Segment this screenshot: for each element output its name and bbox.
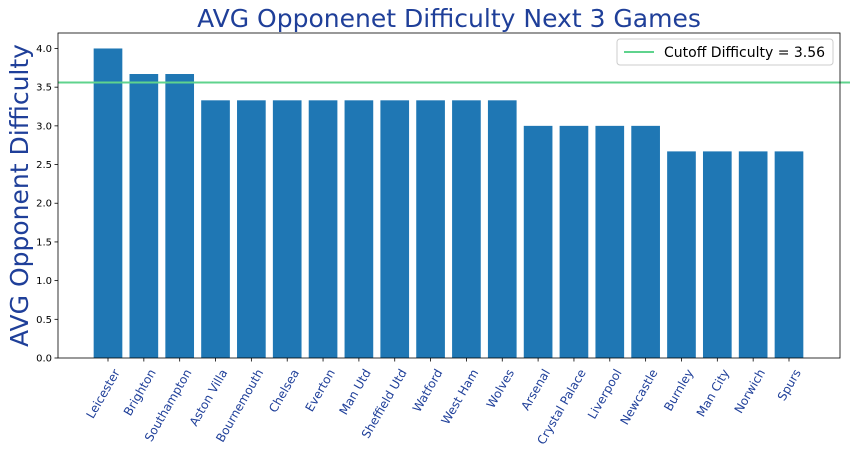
y-tick-label: 2.5: [36, 160, 52, 171]
axes-frame: [57, 32, 841, 359]
bar-everton: [308, 100, 338, 358]
legend-label: Cutoff Difficulty = 3.56: [664, 45, 825, 61]
x-tick-label: Arsenal: [518, 367, 553, 413]
y-ticks-group: 0.0 0.5 1.0 1.5 2.0 2.5 3.0 3.5 4.0: [36, 44, 58, 365]
legend: Cutoff Difficulty = 3.56: [616, 38, 834, 66]
bar-brighton: [129, 74, 159, 358]
bar-norwich: [738, 151, 768, 358]
y-tick-label: 4.0: [36, 44, 52, 55]
bar-chelsea: [272, 100, 302, 358]
y-tick-label: 0.0: [36, 354, 52, 365]
x-tick-label: Norwich: [732, 367, 768, 416]
x-tick-label: Brighton: [121, 367, 159, 418]
y-tick-label: 1.5: [36, 237, 52, 248]
y-tick-label: 2.0: [36, 199, 52, 210]
bars-group: [93, 48, 804, 358]
bar-man-city: [702, 151, 732, 358]
bar-leicester: [93, 48, 123, 358]
x-tick-label: Wolves: [484, 367, 517, 411]
bar-watford: [416, 100, 445, 358]
x-tick-label: Chelsea: [266, 367, 302, 415]
bar-wolves: [487, 100, 517, 358]
x-tick-label: Watford: [410, 367, 446, 415]
y-tick-label: 3.5: [36, 83, 52, 94]
bar-newcastle: [631, 125, 660, 358]
y-tick-label: 0.5: [36, 315, 52, 326]
bar-man-utd: [344, 100, 374, 358]
bar-west-ham: [452, 100, 481, 358]
x-tick-label: Newcastle: [617, 367, 660, 428]
x-tick-label: Leicester: [84, 367, 123, 421]
bar-bournemouth: [237, 100, 266, 358]
x-tick-label: Man City: [694, 367, 732, 420]
bar-sheffield-utd: [380, 100, 410, 358]
y-tick-label: 3.0: [36, 121, 52, 132]
y-tick-label: 1.0: [36, 276, 52, 287]
x-tick-label: Burnley: [661, 367, 696, 414]
x-tick-label: Everton: [302, 367, 337, 414]
bar-spurs: [774, 151, 804, 358]
bar-crystal-palace: [559, 125, 589, 358]
bar-liverpool: [595, 125, 625, 358]
x-tick-label: Liverpool: [585, 367, 625, 422]
bar-arsenal: [523, 125, 553, 358]
bar-southampton: [165, 74, 195, 358]
bar-burnley: [667, 151, 696, 358]
chart-title: AVG Opponenet Difficulty Next 3 Games: [197, 4, 701, 33]
y-axis-label: AVG Opponent Difficulty: [5, 44, 34, 347]
x-tick-label: West Ham: [438, 367, 481, 427]
x-tick-label: Man Utd: [337, 367, 374, 418]
x-tick-label: Spurs: [775, 367, 804, 403]
legend-box: [616, 38, 834, 66]
bar-aston-villa: [201, 100, 230, 358]
